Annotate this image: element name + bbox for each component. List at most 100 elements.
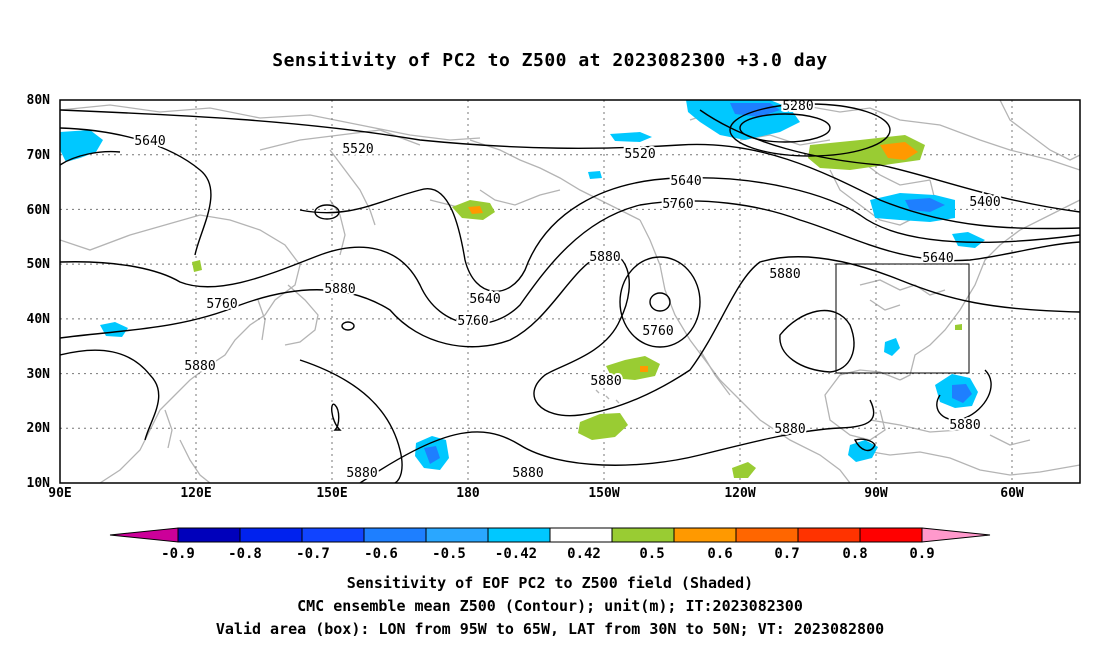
lon-label: 150W — [588, 486, 619, 501]
contour-label: 5520 — [624, 147, 655, 162]
contour-label: 5640 — [670, 174, 701, 189]
contour-label: 5520 — [342, 142, 373, 157]
contour-label: 5880 — [769, 267, 800, 282]
shade-blue-arctic-asia — [60, 130, 103, 162]
colorbar-box — [363, 527, 427, 543]
colorbar: -0.9 -0.8 -0.7 -0.6 -0.5 -0.42 0.42 0.5 … — [109, 527, 991, 562]
contour-label: 5880 — [589, 250, 620, 265]
contour-label: 5760 — [662, 197, 693, 212]
shade-blue-spot-1 — [588, 171, 602, 179]
contour-label: 5760 — [457, 314, 488, 329]
shade-blue-ak-north — [610, 132, 652, 142]
colorbar-label: -0.6 — [364, 546, 398, 562]
colorbar-box — [301, 527, 365, 543]
colorbar-label: -0.7 — [296, 546, 330, 562]
colorbar-box — [735, 527, 799, 543]
colorbar-label: 0.7 — [774, 546, 799, 562]
page-title: Sensitivity of PC2 to Z500 at 2023082300… — [272, 50, 828, 71]
shade-blue-dateline-core — [424, 446, 440, 464]
lon-label: 120E — [180, 486, 211, 501]
caption-shading: Sensitivity of EOF PC2 to Z500 field (Sh… — [346, 574, 754, 592]
contour-label: 5880 — [774, 422, 805, 437]
lat-label: 20N — [27, 421, 51, 436]
graticule — [60, 100, 1080, 483]
contour-label: 5760 — [206, 297, 237, 312]
contour-label: 5880 — [949, 418, 980, 433]
contour-label: 5640 — [922, 251, 953, 266]
lon-label: 120W — [724, 486, 755, 501]
coastlines — [60, 100, 1080, 483]
colorbar-labels: -0.9 -0.8 -0.7 -0.6 -0.5 -0.42 0.42 0.5 … — [161, 546, 935, 562]
contour-label: 5880 — [590, 374, 621, 389]
colorbar-box — [797, 527, 861, 543]
colorbar-cap-left — [109, 527, 179, 543]
contour-label: 5280 — [782, 99, 813, 114]
lon-labels: 90E 120E 150E 180 150W 120W 90W 60W — [48, 486, 1024, 501]
shade-blue-labrador-core — [905, 198, 945, 212]
caption-contour: CMC ensemble mean Z500 (Contour); unit(m… — [297, 597, 803, 615]
shade-green-mexico-pac — [732, 462, 756, 478]
colorbar-box — [239, 527, 303, 543]
contour-label: 5640 — [469, 292, 500, 307]
lon-label: 90W — [864, 486, 888, 501]
shaded-sensitivity — [60, 100, 985, 478]
contour-labels: 5640 5520 5520 5280 5400 5640 5760 5880 … — [132, 99, 1002, 483]
colorbar-label: 0.6 — [707, 546, 732, 562]
contour-label: 5880 — [184, 359, 215, 374]
contour-label: 5880 — [512, 466, 543, 481]
lat-label: 50N — [27, 257, 51, 272]
map-frame — [59, 99, 1081, 484]
shade-blue-gulf-spot — [884, 338, 900, 356]
colorbar-box — [425, 527, 489, 543]
colorbar-box — [673, 527, 737, 543]
contour-label: 5760 — [642, 324, 673, 339]
shade-blue-arctic-canada-core — [730, 103, 780, 117]
shade-green-central-pacific — [578, 413, 628, 440]
colorbar-label: -0.9 — [161, 546, 195, 562]
colorbar-box — [549, 527, 613, 543]
lon-label: 90E — [48, 486, 71, 501]
shade-blue-asia-mid — [100, 322, 128, 337]
colorbar-label: 0.42 — [567, 546, 601, 562]
shade-green-asia-spot — [192, 260, 202, 272]
shade-blue-caribbean — [848, 440, 878, 462]
lat-label: 80N — [27, 93, 51, 108]
colorbar-label: 0.9 — [909, 546, 934, 562]
colorbar-label: -0.5 — [432, 546, 466, 562]
lat-labels: 80N 70N 60N 50N 40N 30N 20N 10N — [27, 93, 51, 491]
colorbar-label: -0.8 — [228, 546, 262, 562]
lat-label: 70N — [27, 148, 51, 163]
map-area: 5640 5520 5520 5280 5400 5640 5760 5880 … — [60, 99, 1080, 483]
contour-label: 5400 — [969, 195, 1000, 210]
colorbar-boxes — [177, 527, 923, 543]
colorbar-label: -0.42 — [495, 546, 537, 562]
colorbar-box — [487, 527, 551, 543]
lon-label: 180 — [456, 486, 480, 501]
colorbar-cap-right — [921, 527, 991, 543]
colorbar-box — [611, 527, 675, 543]
lat-label: 10N — [27, 476, 51, 491]
shade-green-hawaii-ne — [606, 356, 660, 380]
caption-valid-area: Valid area (box): LON from 95W to 65W, L… — [215, 620, 885, 638]
lat-label: 30N — [27, 367, 51, 382]
colorbar-label: 0.8 — [842, 546, 867, 562]
valid-area-box — [835, 263, 970, 374]
shade-blue-newfoundland — [952, 232, 985, 248]
shade-blue-bermuda-core — [952, 384, 972, 403]
colorbar-label: 0.5 — [639, 546, 664, 562]
lon-label: 60W — [1000, 486, 1024, 501]
lat-label: 60N — [27, 203, 51, 218]
colorbar-box — [859, 527, 923, 543]
shade-orange-hawaii-ne — [640, 366, 648, 372]
shade-green-se-spot — [955, 324, 962, 330]
z500-contours — [60, 103, 1080, 483]
lat-label: 40N — [27, 312, 51, 327]
contour-label: 5880 — [324, 282, 355, 297]
contour-label: 5640 — [134, 134, 165, 149]
shade-orange-bering — [468, 206, 483, 214]
colorbar-box — [177, 527, 241, 543]
contour-label: 5880 — [346, 466, 377, 481]
shade-orange-arctic — [880, 142, 918, 160]
lon-label: 150E — [316, 486, 347, 501]
